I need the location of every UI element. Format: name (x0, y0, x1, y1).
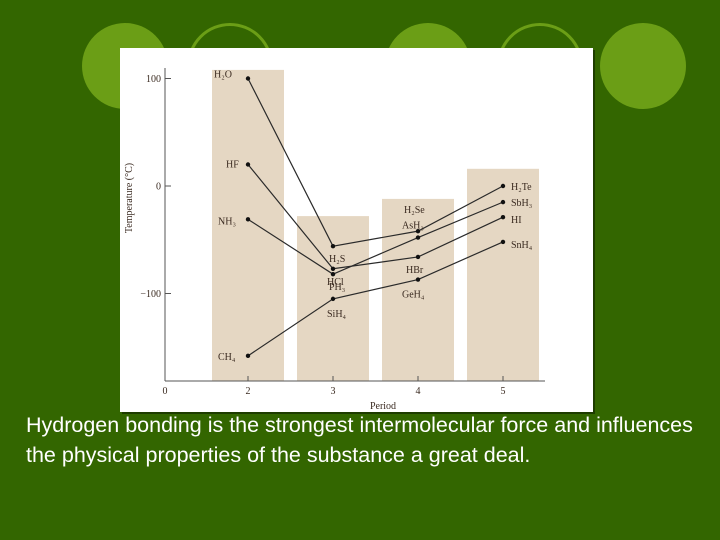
x-tick-label: 0 (163, 386, 168, 397)
point-label: H₂O (214, 70, 232, 81)
data-point (500, 239, 506, 245)
series-line-1 (247, 78, 504, 247)
series-line-2 (247, 164, 504, 270)
slide-caption: Hydrogen bonding is the strongest interm… (26, 413, 693, 467)
data-point (245, 76, 251, 81)
point-label: H₂Se (404, 205, 425, 216)
series-lines (247, 78, 504, 357)
y-tick-label: 0 (156, 182, 161, 193)
point-label: SbH₃ (511, 198, 532, 209)
series-points (245, 76, 506, 359)
data-point (330, 271, 336, 277)
y-tick-label: 100 (146, 74, 161, 85)
data-point (500, 214, 506, 220)
point-label: SnH₄ (511, 240, 533, 251)
point-label: H₂Te (511, 182, 532, 193)
point-label: HCl (327, 277, 344, 288)
x-tick-label: 3 (331, 386, 336, 397)
chart-svg: 100 0 −100 0 2 3 4 5 H₂O H₂S H₂Se H₂Te HF HCl HBr HI NH… (124, 68, 545, 412)
series-line-4 (247, 241, 504, 357)
point-label: AsH₃ (402, 221, 424, 232)
data-point (500, 183, 506, 189)
point-label: NH₃ (218, 216, 236, 227)
point-label: GeH₄ (402, 290, 425, 301)
data-point (330, 266, 336, 271)
period-bands (212, 69, 539, 382)
data-point (245, 353, 251, 359)
point-label: SiH₄ (327, 309, 347, 320)
point-labels: H₂O H₂S H₂Se H₂Te HF HCl HBr HI NH₃ PH₃ AsH₃ SbH₃ CH… (214, 70, 533, 363)
x-tick-label: 4 (416, 386, 421, 397)
point-label: CH₄ (218, 352, 236, 363)
data-point (415, 228, 421, 234)
point-label: HBr (406, 265, 424, 276)
data-point (415, 254, 421, 260)
data-point (415, 277, 421, 282)
data-point (500, 199, 506, 205)
decorative-circle-3 (600, 23, 686, 109)
x-tick-label: 2 (246, 386, 251, 397)
data-point (245, 217, 251, 222)
point-label: HI (511, 215, 522, 226)
boiling-point-chart: 100 0 −100 0 2 3 4 5 H₂O H₂S H₂Se H₂Te HF HCl HBr HI NH… (120, 48, 593, 412)
data-point (330, 296, 336, 302)
data-point (415, 235, 421, 240)
x-axis-title: Period (370, 401, 396, 412)
period-band-2 (212, 69, 284, 382)
data-point (330, 244, 336, 249)
x-tick-label: 5 (501, 386, 506, 397)
point-label: HF (226, 160, 239, 171)
y-tick-label: −100 (140, 289, 161, 300)
axis-ticks: 100 0 −100 0 2 3 4 5 (140, 74, 505, 397)
series-line-3 (247, 201, 504, 275)
data-point (245, 162, 251, 167)
point-label: PH₃ (329, 282, 345, 293)
y-axis-title: Temperature (°C) (124, 163, 135, 233)
point-label: H₂S (329, 254, 345, 265)
